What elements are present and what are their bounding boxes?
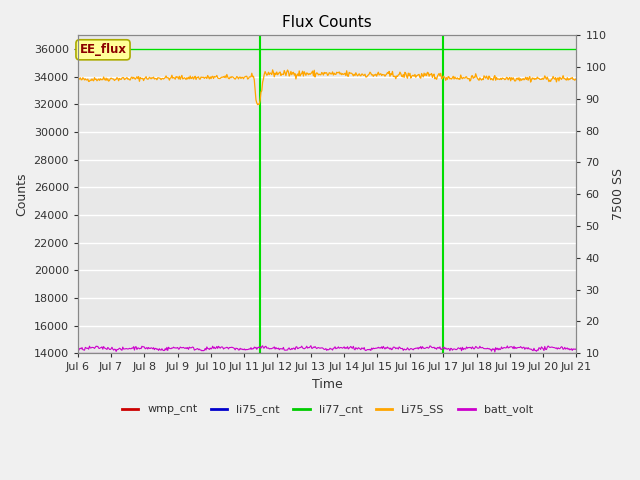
Title: Flux Counts: Flux Counts [282,15,372,30]
X-axis label: Time: Time [312,378,342,391]
Y-axis label: 7500 SS: 7500 SS [612,168,625,220]
Y-axis label: Counts: Counts [15,172,28,216]
Legend: wmp_cnt, li75_cnt, li77_cnt, Li75_SS, batt_volt: wmp_cnt, li75_cnt, li77_cnt, Li75_SS, ba… [117,400,537,420]
Text: EE_flux: EE_flux [79,43,127,56]
